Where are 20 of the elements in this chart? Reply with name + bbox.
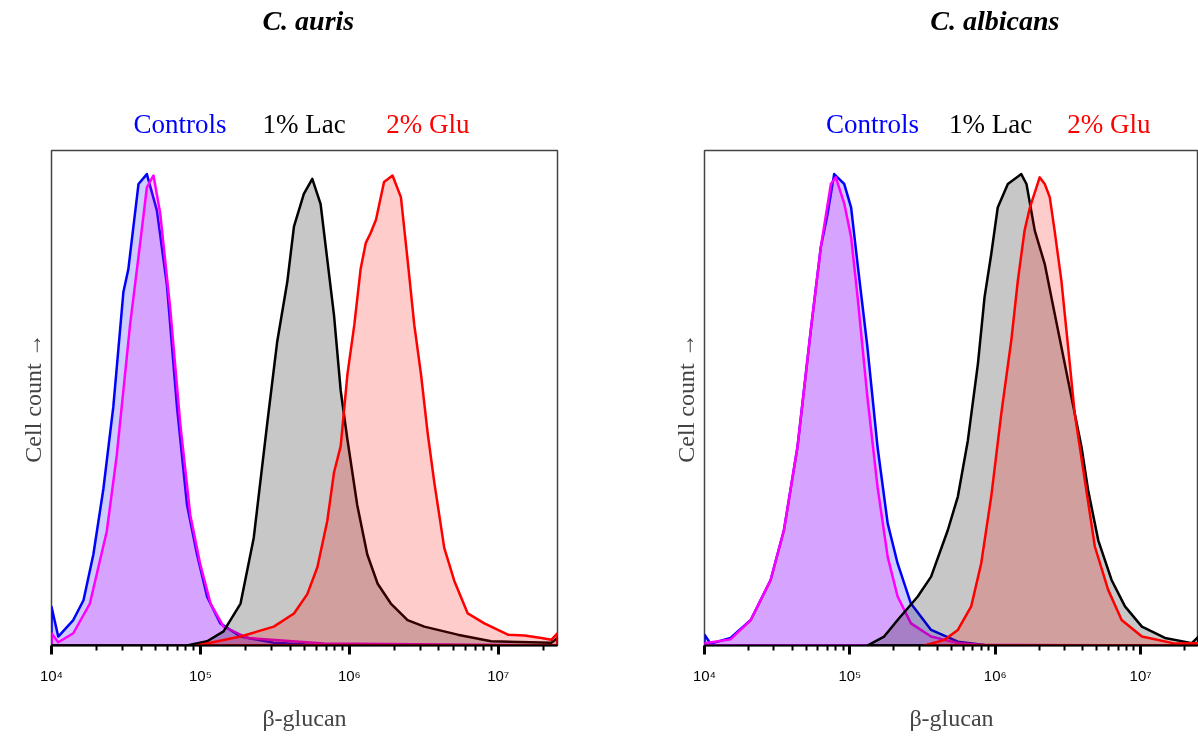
x-tick-label: 10⁷ <box>487 666 510 684</box>
x-tick-label: 10⁷ <box>1129 666 1152 684</box>
x-tick-label: 10⁶ <box>983 666 1007 684</box>
series-label: 2% Glu <box>1067 108 1151 139</box>
series-label: Controls <box>133 108 227 139</box>
series-label: 2% Glu <box>386 108 471 139</box>
x-tick-label: 10⁵ <box>838 666 862 684</box>
chart-title: C. albicans <box>930 5 1060 36</box>
x-tick-label: 10⁵ <box>188 666 212 684</box>
x-axis-title: β-glucan <box>909 704 994 731</box>
y-axis-title: Cell count → <box>19 333 46 463</box>
series-label: 1% Lac <box>262 108 346 139</box>
x-tick-label: 10⁶ <box>337 666 361 684</box>
series-label: 1% Lac <box>949 108 1033 139</box>
y-axis-title: Cell count → <box>672 333 699 463</box>
x-tick-label: 10⁴ <box>39 666 64 684</box>
x-tick-label: 10⁴ <box>692 666 717 684</box>
series-label: Controls <box>826 108 920 139</box>
chart-title: C. auris <box>262 5 355 36</box>
x-axis-title: β-glucan <box>262 704 347 731</box>
